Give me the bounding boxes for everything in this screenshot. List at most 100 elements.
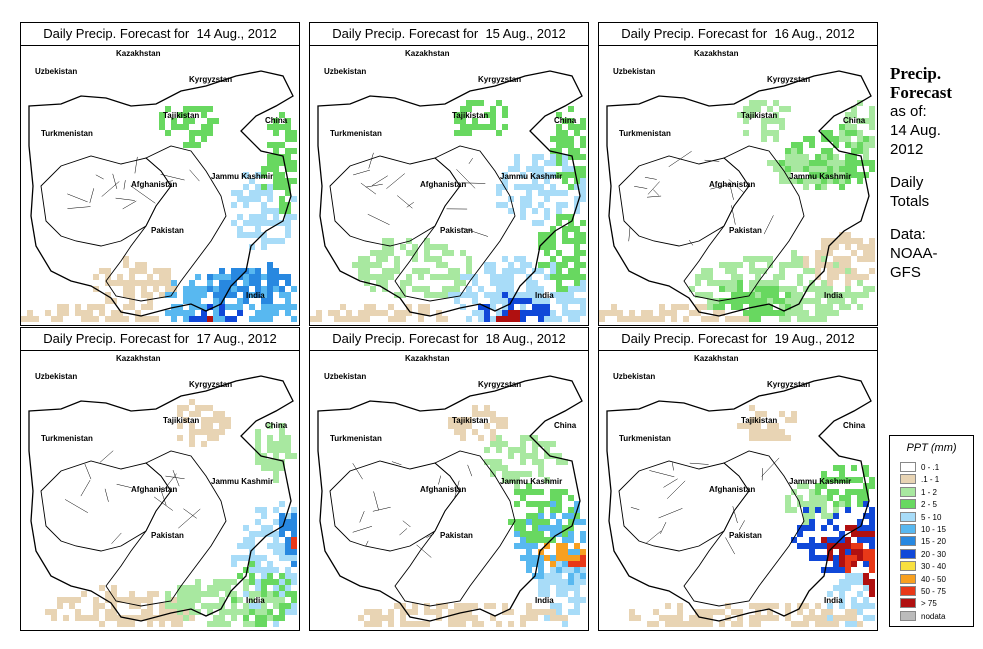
district-line <box>166 180 173 183</box>
legend-swatch <box>900 548 916 559</box>
district-line <box>761 468 764 481</box>
place-label: Uzbekistan <box>35 67 77 76</box>
district-line <box>732 506 738 524</box>
district-line <box>666 480 686 499</box>
precip-cells <box>599 100 875 322</box>
district-line <box>112 173 118 189</box>
district-line <box>729 182 734 200</box>
place-label: Tajikistan <box>452 416 488 425</box>
place-label: Kazakhstan <box>116 354 161 363</box>
district-line <box>365 183 383 188</box>
place-label: Uzbekistan <box>324 67 366 76</box>
district-line <box>763 215 774 235</box>
district-line <box>399 528 408 536</box>
district-line <box>172 470 180 487</box>
place-label: India <box>824 596 843 605</box>
place-label: Kyrgyzstan <box>767 380 810 389</box>
district-line <box>672 462 674 471</box>
place-label: Turkmenistan <box>330 434 382 443</box>
panel-title: Daily Precip. Forecast for 15 Aug., 2012 <box>310 23 588 46</box>
border-line <box>317 70 583 317</box>
place-label: Uzbekistan <box>613 372 655 381</box>
precip-cells <box>629 405 875 627</box>
legend-label: nodata <box>921 611 946 621</box>
place-label: Jammu Kashmir <box>789 477 851 486</box>
district-line <box>80 479 91 497</box>
district-line <box>454 480 460 498</box>
legend-swatch <box>900 610 916 621</box>
precip-map: Kazakhstan Uzbekistan Kyrgyzstan Tajikistan… <box>21 49 297 322</box>
forecast-panel-5: Daily Precip. Forecast for 18 Aug., 2012… <box>309 327 589 631</box>
place-label: Kyrgyzstan <box>767 75 810 84</box>
daily-label: Daily <box>890 174 924 191</box>
district-line <box>89 188 95 204</box>
district-line <box>468 157 473 164</box>
district-line <box>95 174 104 180</box>
panel-title: Daily Precip. Forecast for 14 Aug., 2012 <box>21 23 299 46</box>
district-line <box>353 169 370 176</box>
side-info: Precip. Forecast as of: 14 Aug. 2012 Dai… <box>890 64 952 282</box>
border-line <box>105 450 227 607</box>
legend-swatch <box>900 499 916 510</box>
place-label: Jammu Kashmir <box>789 172 851 181</box>
place-label: Turkmenistan <box>619 129 671 138</box>
place-label: India <box>824 291 843 300</box>
precip-cells <box>21 106 297 322</box>
district-line <box>761 457 780 477</box>
place-label: Pakistan <box>151 226 184 235</box>
place-label: Kyrgyzstan <box>189 380 232 389</box>
district-line <box>461 182 486 184</box>
district-line <box>663 478 678 488</box>
place-label: India <box>535 291 554 300</box>
place-label: Kyrgyzstan <box>189 75 232 84</box>
district-line <box>101 181 120 197</box>
border-line <box>683 450 805 607</box>
place-label: Pakistan <box>729 226 762 235</box>
legend-label: 2 - 5 <box>921 500 938 510</box>
district-line <box>189 169 200 182</box>
side-heading-1: Precip. <box>890 64 942 83</box>
legend-item: .1 - 1 <box>900 474 939 485</box>
district-line <box>160 174 185 181</box>
ppt-legend: PPT (mm) 0 - .1 .1 - 1 1 - 2 2 - 5 5 - 10 10 … <box>889 435 974 627</box>
legend-swatch <box>900 561 916 572</box>
place-label: Turkmenistan <box>41 434 93 443</box>
as-of-year: 2012 <box>890 141 924 158</box>
district-line <box>704 159 720 162</box>
place-label: China <box>265 116 288 125</box>
place-label: Tajikistan <box>741 416 777 425</box>
place-label: Uzbekistan <box>35 372 77 381</box>
border-line <box>606 70 872 317</box>
place-label: Uzbekistan <box>324 372 366 381</box>
district-line <box>647 195 662 198</box>
panel-title: Daily Precip. Forecast for 16 Aug., 2012 <box>599 23 877 46</box>
district-line <box>116 483 132 488</box>
place-label: Afghanistan <box>709 180 755 189</box>
district-line <box>634 186 648 189</box>
legend-swatch <box>900 474 916 485</box>
district-line <box>688 239 694 246</box>
place-label: Jammu Kashmir <box>211 172 273 181</box>
legend-label: 1 - 2 <box>921 487 938 497</box>
district-line <box>456 169 476 189</box>
border-line <box>394 450 516 607</box>
place-label: Turkmenistan <box>619 434 671 443</box>
place-label: Pakistan <box>440 226 473 235</box>
place-label: Jammu Kashmir <box>500 477 562 486</box>
district-line <box>111 532 122 544</box>
legend-swatch <box>900 586 916 596</box>
as-of-date: 14 Aug. <box>890 122 941 139</box>
panel-title: Daily Precip. Forecast for 18 Aug., 2012 <box>310 328 588 351</box>
precip-map: Kazakhstan Uzbekistan Kyrgyzstan Tajikistan… <box>606 354 875 627</box>
district-line <box>630 507 640 510</box>
district-line <box>426 533 435 538</box>
legend-item: 10 - 15 <box>900 524 946 535</box>
legend-label: 20 - 30 <box>921 549 946 559</box>
district-line <box>64 499 89 513</box>
district-line <box>164 473 177 490</box>
legend-label: 40 - 50 <box>921 574 946 584</box>
place-label: Afghanistan <box>131 180 177 189</box>
legend-label: 15 - 20 <box>921 537 946 547</box>
forecast-panel-4: Daily Precip. Forecast for 17 Aug., 2012… <box>20 327 300 631</box>
district-line <box>710 183 731 190</box>
